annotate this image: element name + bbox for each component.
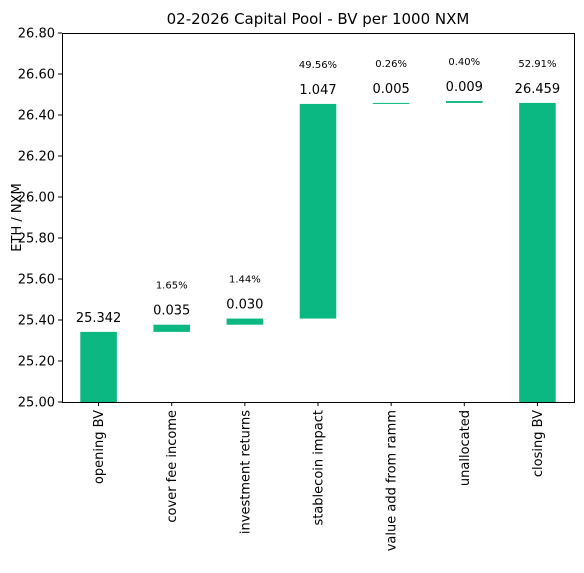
percent-label: 0.40% <box>448 57 480 68</box>
bars-group <box>80 101 556 402</box>
value-label: 0.005 <box>373 82 410 97</box>
x-tick-label: cover fee income <box>165 410 180 523</box>
value-label: 26.459 <box>515 82 561 97</box>
y-tick-label: 26.60 <box>18 68 55 83</box>
bar-6 <box>519 102 556 402</box>
y-tick-label: 26.40 <box>18 109 55 124</box>
percent-label: 49.56% <box>299 60 337 71</box>
value-label: 0.030 <box>226 298 263 313</box>
bar-0 <box>80 331 117 402</box>
bar-1 <box>153 324 190 332</box>
percent-label: 1.44% <box>229 275 261 286</box>
x-tick-label: opening BV <box>92 410 107 484</box>
y-tick-label: 25.60 <box>18 273 55 288</box>
x-tick-label: investment returns <box>238 410 253 534</box>
value-label: 1.047 <box>299 83 336 98</box>
bar-labels-group: 25.342 0.035 1.65% 0.030 1.44% 1.047 49.56% 0.0… <box>76 57 560 326</box>
bar-4 <box>372 102 410 104</box>
value-label: 25.342 <box>76 311 122 326</box>
y-axis: 25.00 25.20 25.40 25.60 25.80 26.00 26.20 26.40… <box>18 27 62 411</box>
y-tick-label: 26.00 <box>18 191 55 206</box>
chart-title: 02-2026 Capital Pool - BV per 1000 NXM <box>167 10 470 28</box>
y-tick-label: 26.20 <box>18 150 55 165</box>
y-tick-label: 25.80 <box>18 232 55 247</box>
value-label: 0.035 <box>153 304 190 319</box>
percent-label: 1.65% <box>156 281 188 292</box>
x-tick-label: unallocated <box>458 410 473 486</box>
x-tick-label: value add from ramm <box>385 410 400 551</box>
y-tick-label: 26.80 <box>18 27 55 42</box>
value-label: 0.009 <box>446 80 483 95</box>
plot-frame <box>62 33 575 403</box>
percent-label: 52.91% <box>518 59 556 70</box>
percent-label: 0.26% <box>375 59 407 70</box>
x-axis: opening BV cover fee income investment ret… <box>92 402 546 551</box>
y-axis-label: ETH / NXM <box>10 183 25 251</box>
y-tick-label: 25.40 <box>18 314 55 329</box>
y-tick-label: 25.00 <box>18 396 55 411</box>
bar-5 <box>446 101 483 103</box>
x-tick-label: closing BV <box>531 410 546 477</box>
y-tick-label: 25.20 <box>18 355 55 370</box>
bar-2 <box>226 318 264 325</box>
x-tick-label: stablecoin impact <box>312 410 327 526</box>
bar-3 <box>299 103 337 319</box>
